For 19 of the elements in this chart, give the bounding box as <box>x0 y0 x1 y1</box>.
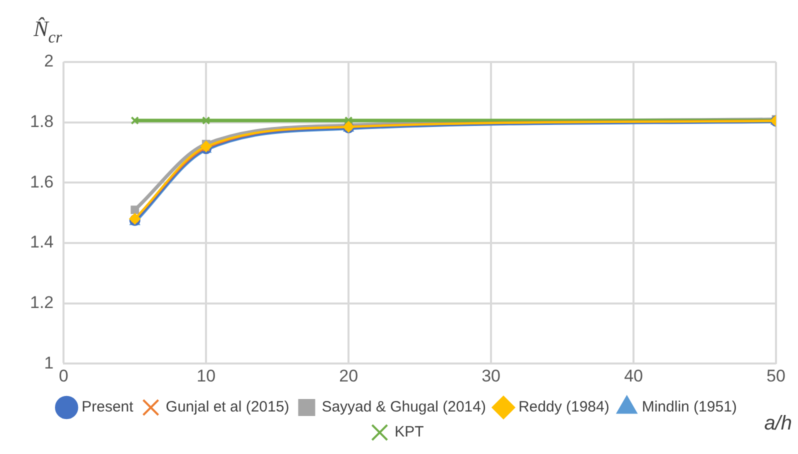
legend-label: Reddy (1984) <box>518 398 610 416</box>
legend-label: Mindlin (1951) <box>642 398 737 416</box>
y-tick-label: 1.6 <box>30 172 54 192</box>
x-tick-label: 50 <box>766 366 786 386</box>
x-tick-label: 0 <box>58 366 68 386</box>
legend-label: Gunjal et al (2015) <box>166 398 290 416</box>
x-axis-title: a/h <box>764 412 792 435</box>
x-tick-label: 30 <box>482 366 501 386</box>
legend-label: KPT <box>394 424 424 441</box>
legend-label: Present <box>82 398 134 416</box>
y-tick-label: 1.4 <box>30 232 54 252</box>
x-tick-label: 20 <box>339 366 358 386</box>
y-tick-label: 2 <box>44 52 54 71</box>
y-tick-label: 1.8 <box>30 112 54 132</box>
y-tick-label: 1 <box>44 353 54 372</box>
x-tick-label: 10 <box>196 366 216 386</box>
x-tick-label: 40 <box>624 366 643 386</box>
y-tick-label: 1.2 <box>30 292 54 312</box>
legend-label: Sayyad & Ghugal (2014) <box>322 398 486 416</box>
